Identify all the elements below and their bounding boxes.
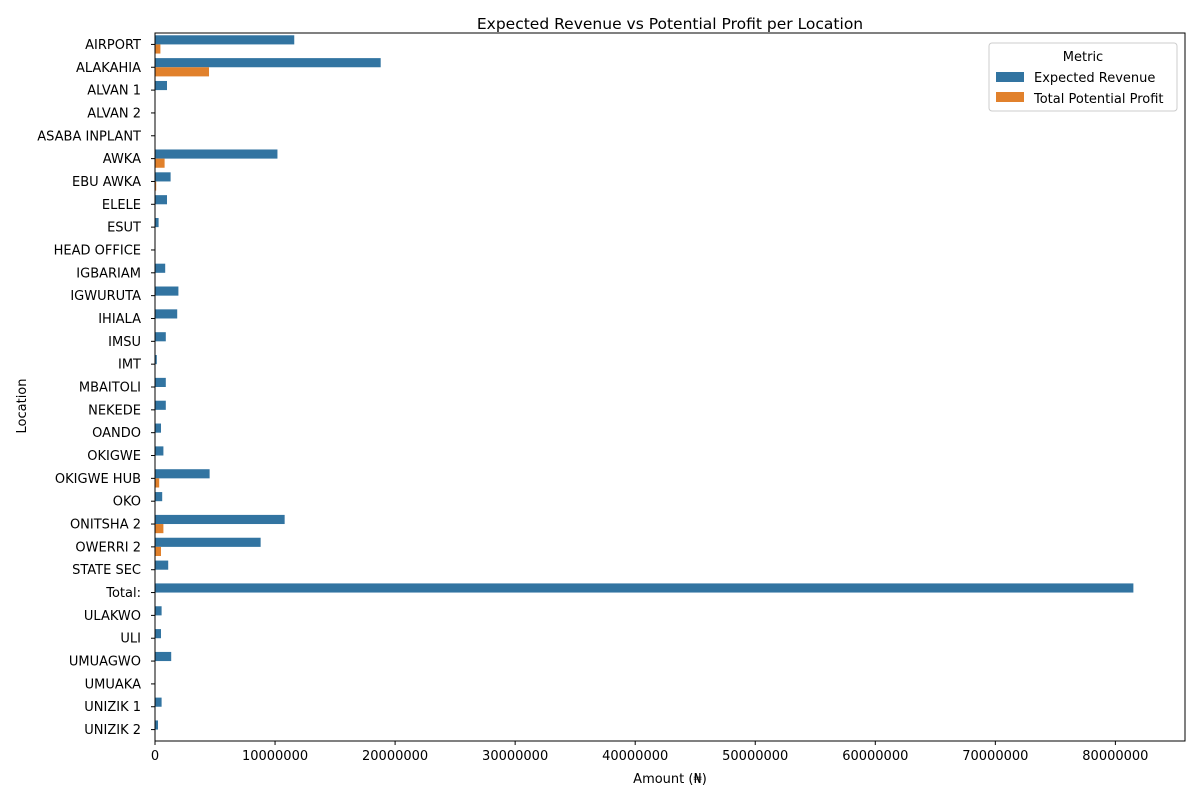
bar-expected-revenue-igbariam xyxy=(155,263,166,273)
y-tick-label: UMUAKA xyxy=(85,677,141,692)
x-ticks-group: 0 10000000 20000000 30000000 40000000 5000000… xyxy=(151,741,1148,764)
y-tick-label: IMSU xyxy=(108,335,141,350)
y-tick-label: OWERRI 2 xyxy=(75,540,141,555)
chart-title: Expected Revenue vs Potential Profit per… xyxy=(477,15,863,33)
x-tick-label: 60000000 xyxy=(842,749,908,764)
bar-expected-revenue-uli xyxy=(155,629,162,639)
y-tick-label: AIRPORT xyxy=(85,38,141,53)
bar-expected-revenue-ulakwo xyxy=(155,606,162,616)
y-tick-label: IGWURUTA xyxy=(70,289,141,304)
x-tick-label: 80000000 xyxy=(1082,749,1148,764)
y-tick-label: ASABA INPLANT xyxy=(37,129,141,144)
y-tick-label: ULI xyxy=(120,632,141,647)
y-tick-label: UMUAGWO xyxy=(69,655,141,670)
x-tick-label: 50000000 xyxy=(722,749,788,764)
bar-expected-revenue-imsu xyxy=(155,332,166,342)
bar-expected-revenue-airport xyxy=(155,35,295,45)
bar-total-potential-profit-owerri-2 xyxy=(155,546,162,557)
bar-expected-revenue-ebu-awka xyxy=(155,172,171,182)
y-tick-label: IMT xyxy=(118,358,141,373)
bar-expected-revenue-unizik-2 xyxy=(155,720,159,730)
y-tick-label: AWKA xyxy=(103,152,141,167)
legend-box xyxy=(988,42,1178,112)
legend-swatch-total-potential-profit xyxy=(996,92,1024,102)
bar-expected-revenue-state-sec xyxy=(155,560,169,570)
bar-expected-revenue-owerri-2 xyxy=(155,537,261,547)
bar-expected-revenue-mbaitoli xyxy=(155,377,166,387)
bar-expected-revenue-okigwe-hub xyxy=(155,469,210,479)
bars-group xyxy=(155,35,1134,730)
legend-label-expected-revenue: Expected Revenue xyxy=(1034,71,1155,86)
y-tick-label: OKIGWE HUB xyxy=(55,472,141,487)
y-tick-label: HEAD OFFICE xyxy=(54,243,141,258)
bar-expected-revenue-onitsha-2 xyxy=(155,514,285,525)
x-tick-label: 30000000 xyxy=(482,749,548,764)
bar-total-potential-profit-alakahia xyxy=(155,67,210,77)
y-tick-label: ESUT xyxy=(107,221,141,236)
x-tick-label: 0 xyxy=(151,749,159,764)
bar-expected-revenue-alvan-1 xyxy=(155,80,168,91)
bar-expected-revenue-total xyxy=(155,583,1134,593)
y-tick-label: UNIZIK 1 xyxy=(84,700,141,715)
y-tick-label: STATE SEC xyxy=(72,563,141,578)
y-tick-label: ONITSHA 2 xyxy=(70,518,141,533)
y-tick-label: NEKEDE xyxy=(88,403,141,418)
legend: Metric Expected Revenue Total Potential … xyxy=(988,42,1178,112)
y-tick-label: IGBARIAM xyxy=(76,266,141,281)
y-tick-label: OKO xyxy=(113,495,141,510)
plot-frame xyxy=(154,32,1186,742)
bar-total-potential-profit-airport xyxy=(155,44,161,54)
bar-expected-revenue-umuagwo xyxy=(155,651,172,662)
y-tick-label: ELELE xyxy=(102,198,141,213)
bar-total-potential-profit-ebu-awka xyxy=(155,181,157,191)
y-tick-label: OKIGWE xyxy=(87,449,141,464)
legend-label-total-potential-profit: Total Potential Profit xyxy=(1033,92,1164,107)
bar-expected-revenue-unizik-1 xyxy=(155,697,162,707)
bar-expected-revenue-awka xyxy=(155,149,278,159)
y-tick-label: MBAITOLI xyxy=(79,381,141,396)
y-tick-label: ALVAN 2 xyxy=(87,106,141,121)
y-tick-label: ALVAN 1 xyxy=(87,84,141,99)
y-tick-label: IHIALA xyxy=(98,312,141,327)
x-tick-label: 10000000 xyxy=(242,749,308,764)
y-tick-label: ALAKAHIA xyxy=(76,61,141,76)
x-axis-label: Amount (₦) xyxy=(633,772,707,787)
bar-expected-revenue-oando xyxy=(155,423,162,433)
bar-total-potential-profit-awka xyxy=(155,158,165,168)
bar-expected-revenue-ihiala xyxy=(155,309,178,319)
bar-expected-revenue-nekede xyxy=(155,400,166,410)
bar-expected-revenue-okigwe xyxy=(155,446,164,456)
bar-expected-revenue-elele xyxy=(155,195,168,205)
bar-expected-revenue-esut xyxy=(155,217,159,228)
legend-title: Metric xyxy=(1063,50,1103,65)
y-tick-label: OANDO xyxy=(92,426,141,441)
x-tick-label: 40000000 xyxy=(602,749,668,764)
bar-expected-revenue-alakahia xyxy=(155,58,381,68)
bar-expected-revenue-igwuruta xyxy=(155,286,179,296)
y-ticks-group: AIRPORT ALAKAHIA ALVAN 1 ALVAN 2 ASABA INPLA… xyxy=(37,38,155,738)
y-axis-label: Location xyxy=(15,379,30,434)
y-tick-label: UNIZIK 2 xyxy=(84,723,141,738)
bar-total-potential-profit-onitsha-2 xyxy=(155,524,164,534)
x-tick-label: 20000000 xyxy=(362,749,428,764)
y-tick-label: EBU AWKA xyxy=(72,175,141,190)
y-tick-label: ULAKWO xyxy=(84,609,141,624)
x-tick-label: 70000000 xyxy=(962,749,1028,764)
legend-swatch-expected-revenue xyxy=(996,72,1024,82)
bar-expected-revenue-imt xyxy=(155,355,157,365)
y-tick-label: Total: xyxy=(105,586,141,601)
bar-total-potential-profit-okigwe-hub xyxy=(155,478,160,488)
bar-expected-revenue-oko xyxy=(155,492,163,502)
